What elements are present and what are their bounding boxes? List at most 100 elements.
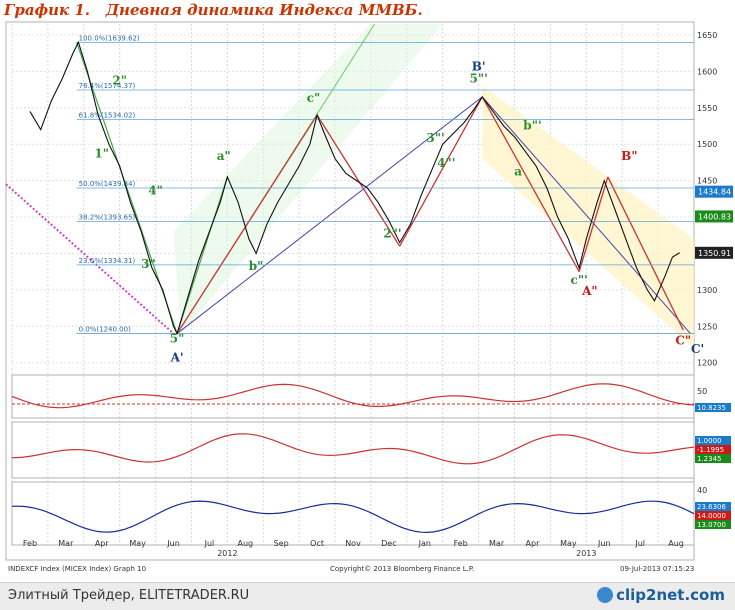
dotted-trend-line — [5, 183, 175, 335]
oscillator-value-box — [695, 511, 731, 520]
wave-line-red — [607, 176, 684, 331]
oscillator-value-label: 1.0000 — [697, 437, 722, 445]
value-label: 1434.84 — [698, 188, 731, 197]
wave-label: 3"' — [426, 131, 444, 145]
fib-level-label: 50.0%(1439.84) — [79, 180, 136, 188]
x-tick-label: Apr — [95, 539, 110, 548]
logo-icon — [597, 587, 614, 603]
x-tick-label: Aug — [238, 539, 254, 548]
value-label: 1400.83 — [698, 212, 731, 221]
y-tick-label: 1200 — [697, 359, 717, 368]
oscillator-tick-label: 40 — [697, 486, 707, 495]
x-tick-label: Mar — [489, 539, 505, 548]
trend-line — [176, 96, 483, 334]
y-tick-label: 1450 — [697, 177, 717, 186]
y-tick-label: 1650 — [697, 31, 717, 40]
wave-label: B' — [472, 60, 486, 74]
wave-label: b"' — [523, 119, 541, 133]
fib-level-label: 0.0%(1240.00) — [79, 326, 131, 334]
value-label-box — [695, 246, 733, 259]
x-tick-label: Jul — [634, 539, 645, 548]
footer-logo-text: clip2net.com — [616, 586, 725, 604]
value-label: 1350.91 — [698, 249, 731, 258]
x-tick-label: Oct — [310, 539, 324, 548]
footer: Элитный Трейдер, ELITETRADER.RU clip2net… — [0, 582, 735, 610]
wave-label: 4" — [148, 183, 163, 197]
oscillator-value-box — [695, 436, 731, 445]
oscillator-value-label: 14.0000 — [697, 512, 726, 520]
y-tick-label: 1250 — [697, 322, 717, 331]
x-tick-label: Dec — [381, 539, 396, 548]
wave-line-red — [578, 176, 609, 272]
wave-line-red — [316, 114, 401, 247]
oscillator-value-label: 13.0700 — [697, 521, 726, 529]
oscillator-value-box — [695, 520, 731, 529]
oscillator-value-box — [695, 502, 731, 511]
channel-green — [173, 24, 443, 334]
wave-label: 2"' — [383, 226, 401, 240]
wave-label: 5" — [170, 331, 185, 345]
oscillator-value-label: 23.6306 — [697, 503, 726, 511]
value-label-box — [695, 185, 733, 198]
x-tick-label: May — [129, 539, 146, 548]
bottom-info-right: 09-Jul-2013 07:15:23 — [620, 565, 694, 573]
wave-line-red — [481, 96, 580, 272]
oscillator-tick-label: 50 — [697, 387, 707, 396]
fib-level-label: 23.6%(1334.31) — [79, 257, 136, 265]
y-tick-label: 1600 — [697, 67, 717, 76]
x-tick-label: Feb — [454, 539, 468, 548]
wave-label: a — [514, 165, 522, 179]
wave-label: C' — [691, 342, 704, 356]
footer-logo: clip2net.com — [597, 586, 725, 604]
x-tick-label: Jan — [418, 539, 431, 548]
x-tick-label: May — [560, 539, 577, 548]
x-tick-label: Feb — [23, 539, 37, 548]
wave-label: c" — [307, 91, 321, 105]
oscillator-line — [11, 500, 695, 534]
wave-line-red — [176, 114, 318, 334]
wave-label: A' — [170, 350, 184, 364]
oscillator-line — [12, 433, 695, 465]
footer-source: Элитный Трейдер, ELITETRADER.RU — [8, 588, 250, 603]
wave-label: b" — [249, 259, 264, 273]
wave-label: a" — [217, 149, 231, 163]
fib-level-label: 76.4%(1574.37) — [79, 82, 136, 90]
wave-label: B" — [621, 149, 637, 163]
x-year-label: 2013 — [576, 549, 596, 558]
oscillator-line — [11, 383, 695, 409]
x-tick-label: Aug — [668, 539, 684, 548]
oscillator-value-label: -1.1995 — [697, 446, 724, 454]
wave-label: 1" — [94, 146, 109, 160]
trend-line — [481, 96, 691, 334]
bottom-info-left: INDEXCF Index (MICEX Index) Graph 10 — [8, 565, 146, 573]
y-tick-label: 1300 — [697, 286, 717, 295]
x-tick-label: Sep — [274, 539, 289, 548]
oscillator-value-label: 1.2345 — [697, 455, 722, 463]
oscillator-value-box — [695, 454, 731, 463]
wave-label: 4"' — [437, 156, 455, 170]
x-tick-label: Jul — [204, 539, 215, 548]
chart: 100.0%(1639.62) 76.4%(1574.37) 61.8%(1534.… — [5, 21, 733, 573]
chart-title: График 1. Дневная динамика Индекса ММВБ. — [4, 1, 423, 19]
x-tick-label: Nov — [345, 539, 361, 548]
fib-level-label: 38.2%(1393.65) — [79, 214, 136, 222]
x-year-label: 2012 — [217, 549, 237, 558]
y-tick-label: 1500 — [697, 140, 717, 149]
fib-level-label: 100.0%(1639.62) — [79, 34, 140, 42]
price-line — [29, 40, 680, 336]
bottom-info-center: Copyright© 2013 Bloomberg Finance L.P. — [330, 565, 474, 573]
oscillator-panel — [11, 421, 695, 479]
wave-label: 2" — [112, 73, 127, 87]
x-tick-label: Mar — [58, 539, 74, 548]
x-tick-label: Jun — [166, 539, 180, 548]
oscillator-value-box — [695, 445, 731, 454]
fib-level-label: 61.8%(1534.02) — [79, 111, 136, 119]
wave-line-green — [176, 176, 228, 334]
wave-label: 5"' — [469, 71, 487, 85]
y-tick-label: 1550 — [697, 104, 717, 113]
value-label-box — [695, 210, 733, 223]
oscillator-value-box — [695, 403, 731, 412]
oscillator-value-label: 10.8235 — [697, 404, 726, 412]
wave-label: 3" — [141, 257, 156, 271]
wave-label: C" — [675, 334, 691, 348]
